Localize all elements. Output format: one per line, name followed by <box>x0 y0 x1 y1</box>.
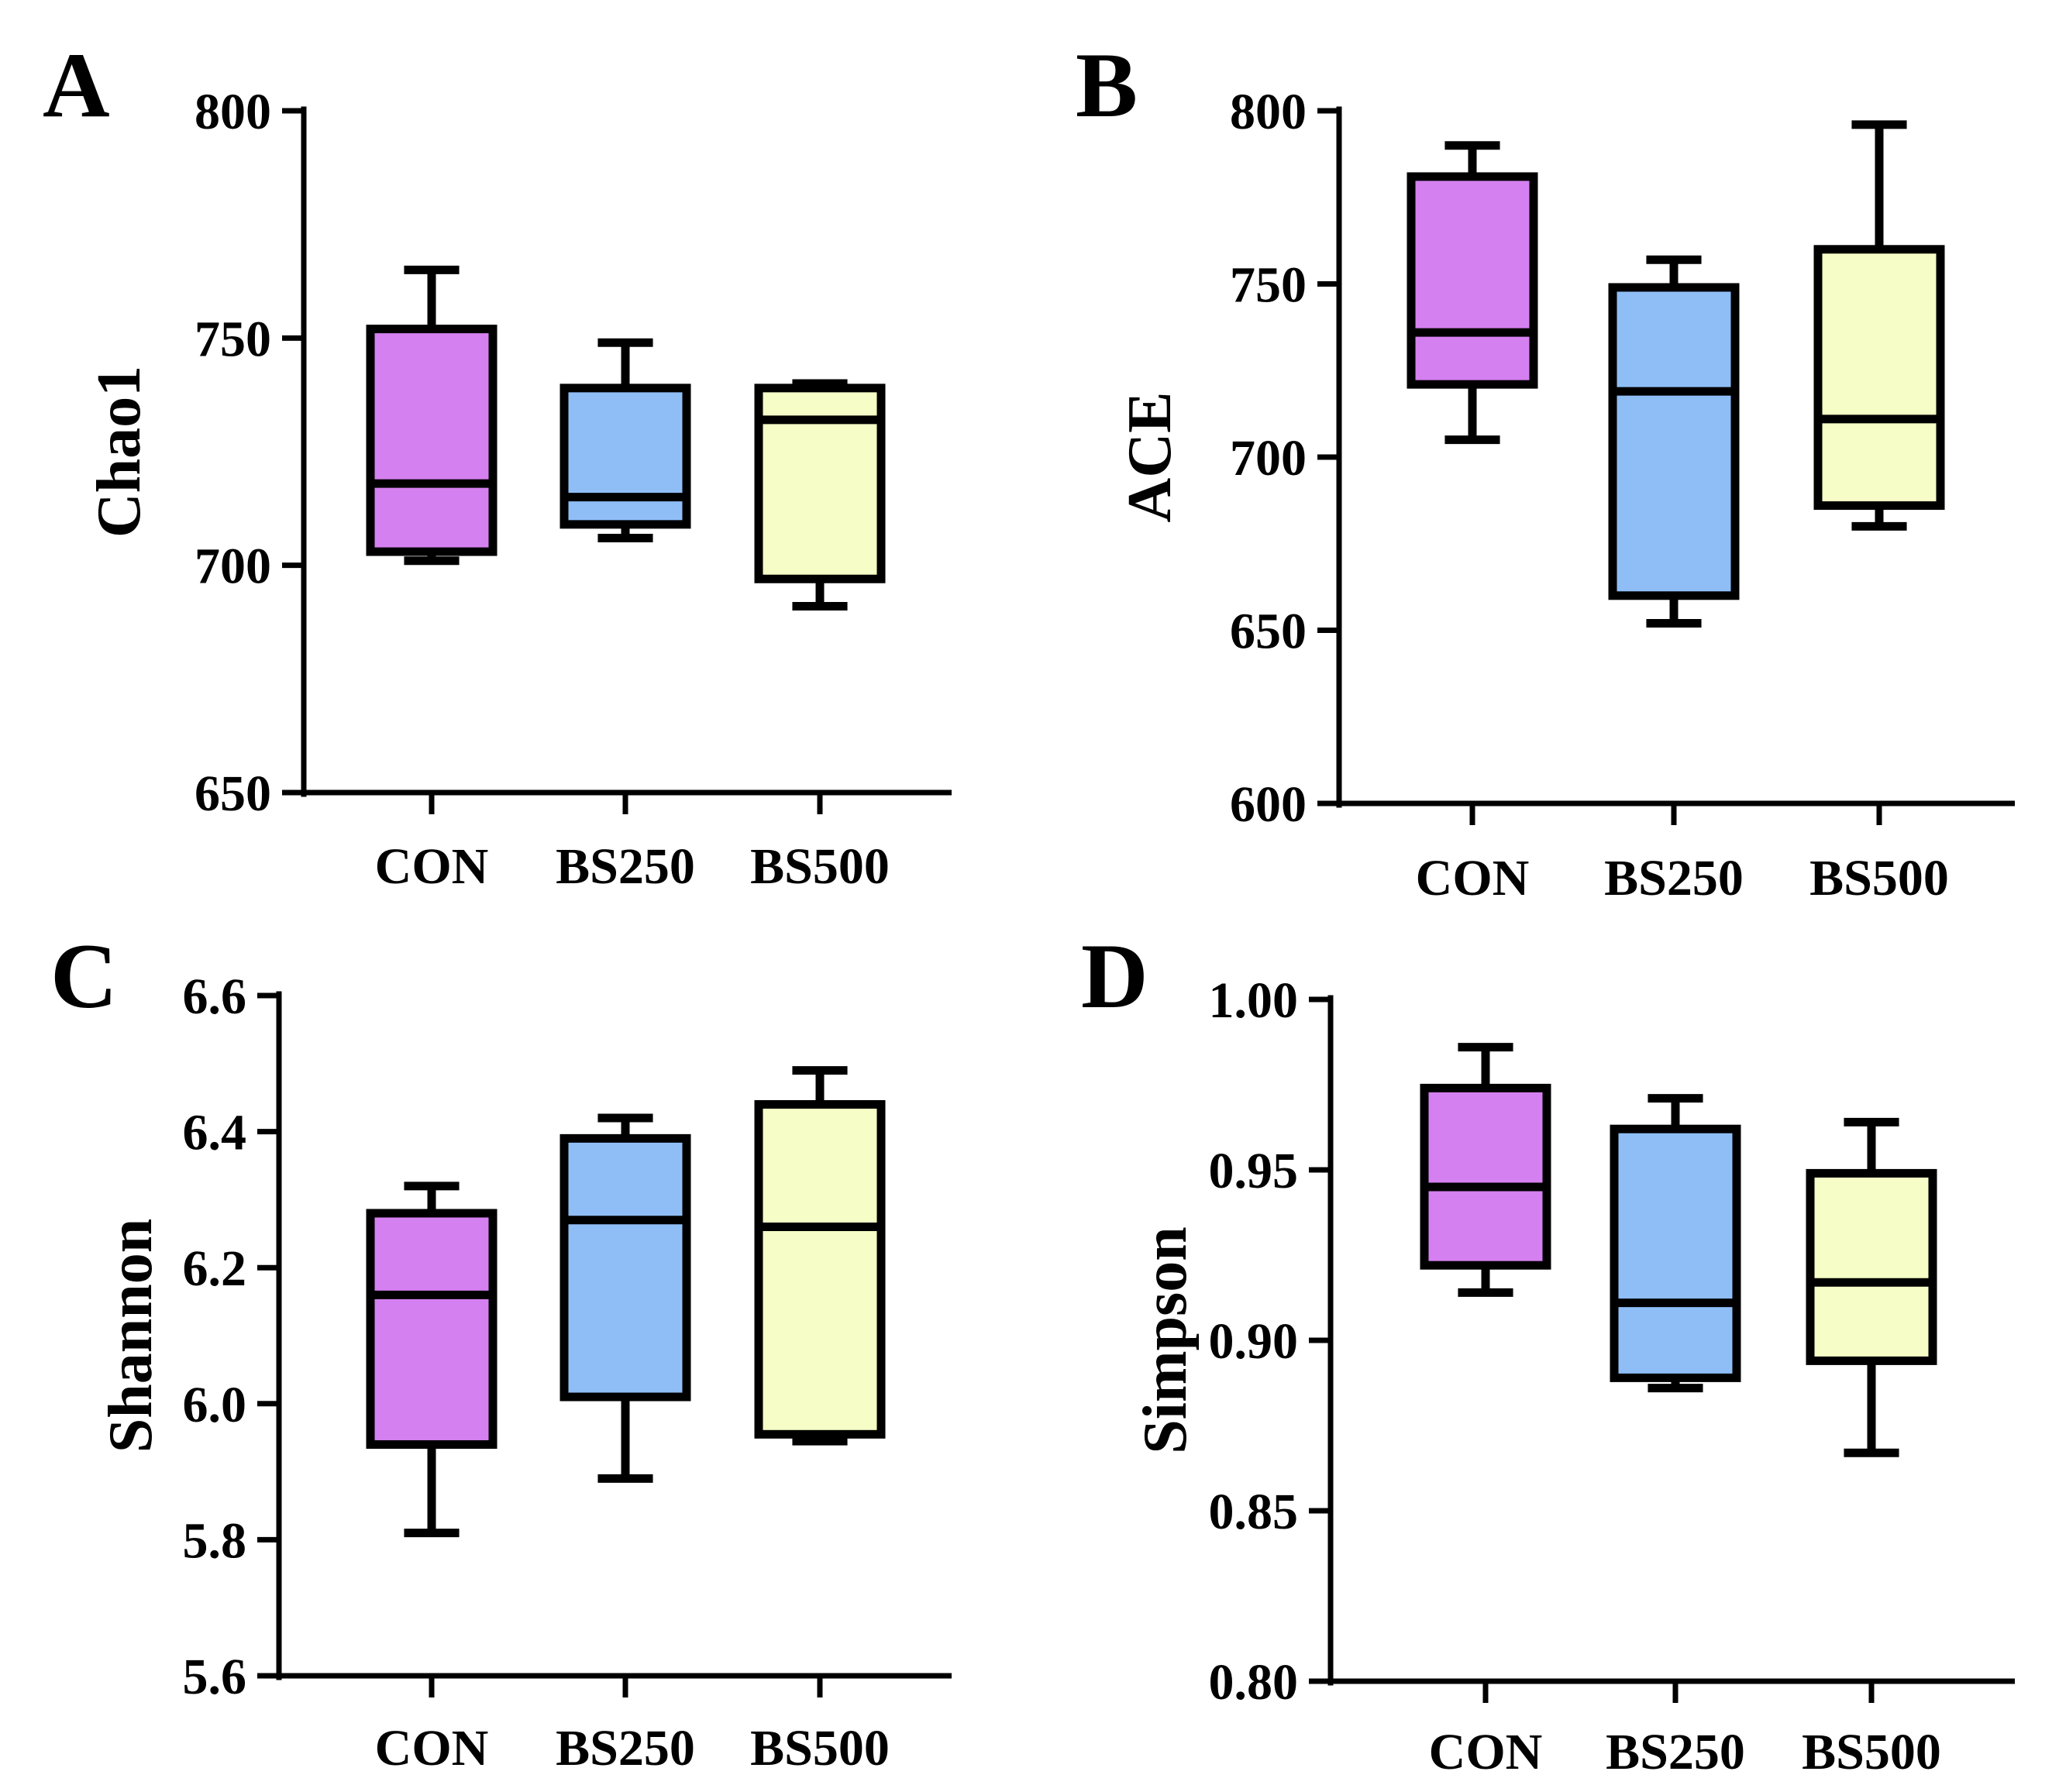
iqr-box <box>1806 1168 1937 1365</box>
y-tick-label: 5.8 <box>183 1512 247 1569</box>
x-tick-label-bs500: BS500 <box>750 838 890 895</box>
box-bs500 <box>1806 1117 1937 1457</box>
iqr-box <box>1813 245 1945 511</box>
y-tick-label: 6.2 <box>183 1240 247 1297</box>
panel-a: A Chao1 650 700 750 800 CON BS250 BS500 <box>43 33 952 895</box>
iqr-box <box>754 1099 886 1439</box>
x-tick-label-con: CON <box>1416 850 1530 906</box>
y-axis-label: Chao1 <box>85 366 153 538</box>
y-tick-label: 700 <box>1230 430 1307 487</box>
x-tick-label-bs500: BS500 <box>750 1720 890 1777</box>
iqr-box <box>1420 1083 1551 1270</box>
y-tick-label: 650 <box>195 765 271 822</box>
iqr-box <box>560 384 691 529</box>
box-bs500 <box>754 379 886 611</box>
box-bs250 <box>560 338 691 542</box>
box-con <box>366 1181 498 1538</box>
y-axis-label: ACE <box>1116 392 1184 523</box>
iqr-box <box>1610 1124 1741 1382</box>
x-tick-label-bs250: BS250 <box>1606 1724 1745 1780</box>
panel-d: D Simpson 0.80 0.85 0.90 0.95 1.00 CON BS250 BS50… <box>1081 924 2015 1780</box>
box-con <box>366 265 498 566</box>
y-axis-label: Shannon <box>97 1219 165 1453</box>
panel-letter: D <box>1081 924 1148 1027</box>
y-tick-label: 6.6 <box>183 968 247 1025</box>
y-tick-label: 0.95 <box>1209 1143 1299 1199</box>
x-tick-label-con: CON <box>375 838 489 895</box>
x-tick-label-con: CON <box>1429 1724 1543 1780</box>
box-con <box>1420 1043 1551 1297</box>
panel-letter: C <box>50 924 118 1027</box>
panel-c: C Shannon 5.6 5.8 6.0 6.2 6.4 6.6 CON BS250 BS500 <box>50 924 952 1777</box>
iqr-box <box>1608 283 1740 600</box>
y-tick-label: 0.90 <box>1209 1313 1299 1370</box>
box-con <box>1407 141 1538 445</box>
y-tick-label: 1.00 <box>1209 972 1299 1029</box>
y-axis-label: Simpson <box>1131 1226 1200 1453</box>
y-tick-label: 0.85 <box>1209 1484 1299 1540</box>
iqr-box <box>560 1133 691 1402</box>
box-bs250 <box>1610 1094 1741 1393</box>
x-tick-label-bs250: BS250 <box>1604 850 1744 906</box>
x-tick-label-bs250: BS250 <box>556 1720 695 1777</box>
x-tick-label-bs250: BS250 <box>556 838 695 895</box>
box-bs250 <box>1608 255 1740 628</box>
x-tick-label-bs500: BS500 <box>1809 850 1949 906</box>
iqr-box <box>366 325 498 556</box>
y-tick-label: 700 <box>195 538 271 595</box>
y-tick-label: 800 <box>195 84 271 140</box>
iqr-box <box>366 1209 498 1449</box>
y-tick-label: 600 <box>1230 776 1307 833</box>
y-tick-label: 0.80 <box>1209 1654 1299 1711</box>
box-bs250 <box>560 1113 691 1483</box>
y-tick-label: 6.4 <box>183 1105 247 1161</box>
y-tick-label: 750 <box>1230 257 1307 314</box>
box-bs500 <box>1813 120 1945 531</box>
x-tick-label-bs500: BS500 <box>1802 1724 1941 1780</box>
y-tick-label: 750 <box>195 311 271 367</box>
box-bs500 <box>754 1066 886 1446</box>
y-tick-label: 5.6 <box>183 1649 247 1705</box>
y-tick-label: 6.0 <box>183 1377 247 1433</box>
y-tick-label: 800 <box>1230 84 1307 140</box>
panel-b: B ACE 600 650 700 750 800 CON BS250 BS500 <box>1076 33 2015 906</box>
iqr-box <box>1407 172 1538 389</box>
x-tick-label-con: CON <box>375 1720 489 1777</box>
y-tick-label: 650 <box>1230 604 1307 660</box>
panel-letter: B <box>1076 33 1138 136</box>
panel-letter: A <box>43 33 110 136</box>
